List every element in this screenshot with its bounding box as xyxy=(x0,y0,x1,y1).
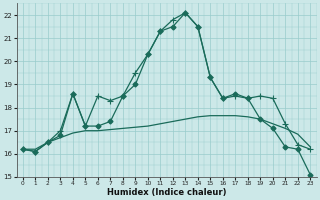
X-axis label: Humidex (Indice chaleur): Humidex (Indice chaleur) xyxy=(107,188,226,197)
